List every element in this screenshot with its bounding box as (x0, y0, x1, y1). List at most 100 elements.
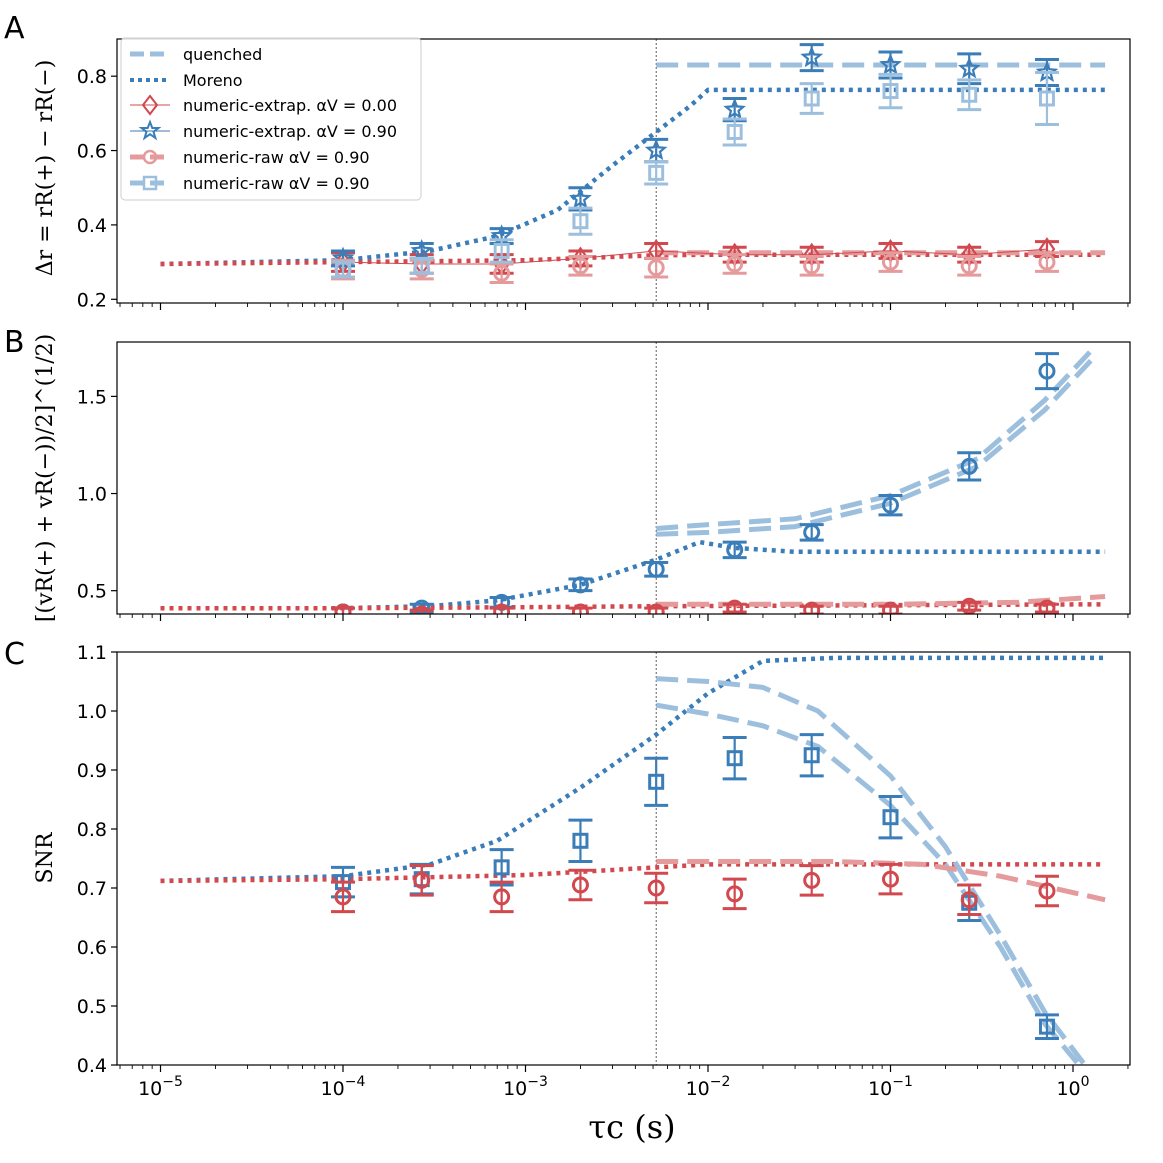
data-point (1038, 90, 1055, 107)
y-tick-label: 0.5 (77, 581, 107, 603)
series-moreno-blue (160, 655, 1106, 884)
x-tick-base: 10 (868, 1078, 892, 1100)
legend-box (120, 37, 422, 201)
data-point (1038, 882, 1056, 900)
data-point (493, 859, 510, 876)
x-tick-label: 10−1 (868, 1074, 913, 1100)
data-point (803, 90, 820, 107)
x-tick-exponent: 0 (1081, 1074, 1090, 1090)
data-point (572, 832, 589, 849)
x-tick-base: 10 (138, 1078, 162, 1100)
legend-diamond-marker (141, 94, 159, 116)
x-tick-label: 10−4 (321, 1074, 366, 1100)
data-point (647, 560, 665, 578)
data-point (882, 83, 899, 100)
plot-area (160, 39, 1106, 303)
y-tick-label: 1.5 (77, 386, 107, 408)
data-point (1038, 253, 1056, 271)
plot-area (160, 652, 1106, 1065)
series-moreno-blue (160, 539, 1106, 611)
data-point (647, 603, 665, 614)
series-quenched-blue-2 (655, 702, 1083, 1065)
ylabel-b: [(vR(+) + vR(−))/2]^(1/2) (33, 334, 58, 622)
panel-letter-a: A (4, 11, 25, 46)
series-numeric-blue (331, 352, 1059, 614)
data-point (334, 603, 352, 614)
axes-frame (116, 651, 1131, 1066)
data-point (493, 888, 511, 906)
legend-star-marker (138, 119, 162, 141)
y-tick-label: 0.6 (77, 937, 107, 959)
data-point (1038, 362, 1056, 380)
data-point (960, 457, 978, 475)
legend-entry-circle-light-red: numeric-raw αV = 0.90 (130, 148, 370, 167)
data-point (960, 257, 978, 275)
data-point (572, 213, 589, 230)
data-point (879, 53, 902, 75)
data-point (413, 257, 430, 274)
panel-letter-c: C (4, 637, 25, 672)
data-point (647, 879, 665, 897)
legend-label-moreno: Moreno (183, 71, 243, 90)
plot-area (160, 342, 1106, 614)
y-tick-label: 0.4 (77, 1055, 107, 1077)
data-point (957, 56, 981, 79)
data-point (803, 871, 821, 889)
x-tick-base: 10 (321, 1078, 345, 1100)
series-numeric-extrap.-v-0.90 (331, 43, 1059, 269)
data-point (571, 876, 589, 894)
data-point (647, 259, 665, 277)
data-point (493, 603, 511, 614)
legend-entry-star-blue: numeric-extrap. αV = 0.90 (130, 119, 397, 141)
data-point (882, 601, 899, 614)
ylabel-c: SNR (33, 831, 58, 883)
series-numeric-raw-red-v-0.90 (331, 251, 1059, 285)
legend-label-quenched: quenched (183, 45, 262, 64)
y-tick-label: 0.5 (77, 996, 107, 1018)
plot-layer: 0.2 0.4 0.6 0.8 0.5 1.0 1.5 0.4 0.5 0.6 0.7 0.8 0.9 1… (77, 38, 1131, 1100)
y-tick-label: 0.9 (77, 760, 107, 782)
data-point (882, 253, 899, 271)
panel-letter-b: B (4, 325, 25, 360)
x-tick-base: 10 (503, 1078, 527, 1100)
legend-label-circle-light-red: numeric-raw αV = 0.90 (183, 148, 370, 167)
x-tick-base: 10 (686, 1078, 710, 1100)
data-point (648, 164, 665, 181)
data-point (726, 599, 744, 614)
xlabel: τc (s) (588, 1108, 675, 1146)
data-point (723, 97, 746, 120)
data-point (803, 523, 821, 541)
axes-frame (116, 341, 1131, 615)
series-connector (342, 248, 1048, 265)
y-tick-label: 0.2 (77, 289, 107, 311)
series-numeric-red (331, 597, 1059, 614)
x-tick-label: 10−2 (686, 1074, 731, 1100)
data-point (334, 888, 352, 906)
y-tick-label: 0.7 (77, 878, 107, 900)
data-point (960, 597, 978, 614)
data-point (803, 747, 820, 764)
data-point (726, 750, 743, 767)
data-point (726, 255, 744, 273)
data-point (644, 138, 668, 161)
y-tick-label: 1.0 (77, 484, 107, 506)
legend-square-marker (142, 175, 158, 191)
y-tick-label: 0.8 (77, 66, 107, 88)
x-tick-exponent: −1 (892, 1074, 913, 1090)
x-tick-exponent: −3 (527, 1074, 548, 1090)
series-numeric-blue (331, 733, 1059, 1040)
data-point (410, 238, 434, 261)
data-point (493, 242, 510, 259)
series-moreno-blue (160, 87, 1106, 267)
y-tick-label: 0.8 (77, 819, 107, 841)
series-numeric-raw-blue-v-0.90 (331, 70, 1059, 279)
series-numeric-red (331, 862, 1059, 917)
data-point (569, 186, 592, 209)
data-point (413, 605, 431, 614)
data-point (571, 576, 589, 594)
data-point (1038, 1018, 1055, 1035)
legend-label-square-light-blue: numeric-raw αV = 0.90 (183, 174, 370, 193)
data-point (803, 601, 821, 614)
x-tick-base: 10 (1056, 1078, 1080, 1100)
